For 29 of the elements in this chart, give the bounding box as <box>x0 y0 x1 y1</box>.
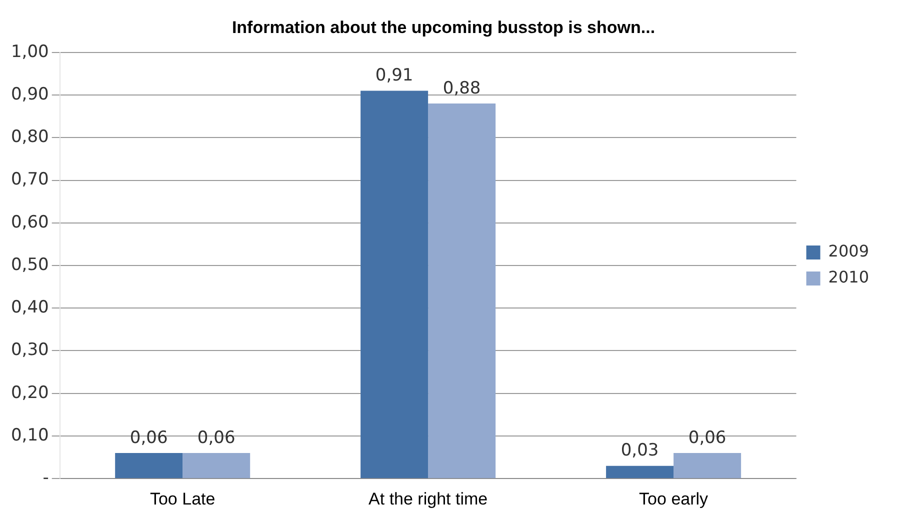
bar <box>674 453 742 478</box>
data-label: 0,06 <box>197 428 236 448</box>
y-tick-label: 0,70 <box>10 170 49 190</box>
legend-label: 2010 <box>828 268 869 287</box>
bar <box>428 104 496 478</box>
bar <box>606 466 674 478</box>
bar <box>115 453 183 478</box>
chart-title: Information about the upcoming busstop is shown... <box>232 18 656 37</box>
y-tick-label: 1,00 <box>10 42 49 62</box>
data-label: 0,03 <box>620 440 659 461</box>
y-tick-label: 0,60 <box>10 212 49 232</box>
data-label: 0,06 <box>688 428 726 448</box>
bar <box>360 90 428 478</box>
y-tick-label: 0,40 <box>10 298 49 318</box>
y-tick-label: - <box>42 468 49 488</box>
data-label: 0,91 <box>375 66 414 86</box>
x-tick-label: Too Late <box>150 489 216 508</box>
bar <box>182 453 250 478</box>
y-tick-label: 0,80 <box>10 127 49 148</box>
y-tick-label: 0,50 <box>10 254 49 275</box>
data-label: 0,88 <box>442 78 481 98</box>
x-tick-label: Too early <box>639 489 709 508</box>
data-label: 0,06 <box>130 428 168 448</box>
y-tick-label: 0,90 <box>10 84 49 104</box>
y-tick-label: 0,30 <box>10 340 49 360</box>
x-tick-label: At the right time <box>368 489 488 508</box>
legend-label: 2009 <box>828 242 869 261</box>
y-tick-label: 0,10 <box>10 425 49 446</box>
y-tick-label: 0,20 <box>10 382 49 403</box>
